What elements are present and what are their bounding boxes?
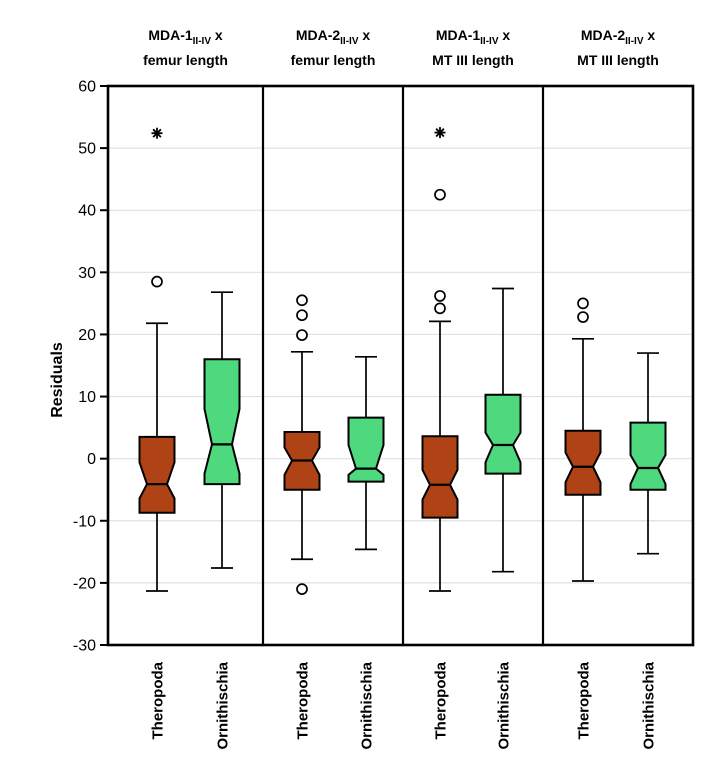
y-tick-label: -10 (73, 513, 96, 530)
outlier-asterisk (152, 128, 162, 138)
y-tick-label: 0 (87, 451, 96, 468)
outlier-circle (434, 302, 446, 315)
box-theropoda (421, 435, 459, 519)
panel-title-line1: MDA-1II-IV x (435, 27, 511, 47)
outlier-circle (296, 309, 308, 322)
outlier-circle (151, 275, 163, 288)
box-theropoda (564, 429, 602, 496)
x-category-label: Ornithischia (641, 661, 658, 749)
y-tick-label: 40 (78, 203, 96, 220)
x-category-label: Ornithischia (359, 661, 376, 749)
x-category-label: Theropoda (150, 661, 167, 739)
outlier-circle (577, 311, 589, 323)
panel-title-line1: MDA-2II-IV x (295, 27, 371, 47)
panel-title: MDA-2II-IV x MT III length (533, 26, 703, 70)
outlier-circle (296, 329, 308, 341)
outlier-circle (296, 294, 308, 307)
panel-title-line1: MDA-2II-IV x (580, 27, 656, 47)
outlier-circle (434, 290, 446, 302)
x-category-label: Ornithischia (496, 661, 513, 749)
panel-title-line1: MDA-1II-IV x (148, 27, 223, 47)
plot-border (106, 84, 695, 647)
x-category-label: Ornithischia (215, 661, 232, 749)
panel-title-line2: femur length (290, 51, 376, 68)
panel-title-line2: femur length (143, 51, 228, 68)
box-ornithischia (203, 358, 241, 486)
y-tick-label: -30 (73, 638, 96, 655)
x-category-label: Theropoda (433, 661, 450, 739)
panel-title: MDA-1II-IV x femur length (101, 26, 271, 70)
outlier-asterisk (435, 128, 445, 138)
y-tick-label: 60 (78, 79, 96, 96)
box-theropoda (138, 435, 176, 514)
x-category-label: Theropoda (576, 661, 593, 739)
y-tick-label: -20 (73, 575, 96, 592)
panel-title-line2: MT III length (432, 51, 514, 68)
panel-title: MDA-1II-IV x MT III length (388, 26, 558, 70)
x-category-label: Theropoda (295, 661, 312, 739)
box-ornithischia (629, 421, 667, 491)
y-tick-label: 50 (78, 141, 96, 158)
box-ornithischia (484, 393, 522, 475)
outlier-circle (434, 188, 446, 201)
outlier-circle (296, 583, 308, 595)
y-tick-label: 30 (78, 265, 96, 282)
panel-title: MDA-2II-IV x femur length (248, 26, 418, 70)
panel-title-line2: MT III length (577, 51, 659, 68)
outlier-circle (577, 297, 589, 310)
box-ornithischia (347, 416, 385, 483)
y-tick-label: 10 (78, 389, 96, 406)
y-tick-label: 20 (78, 327, 96, 344)
